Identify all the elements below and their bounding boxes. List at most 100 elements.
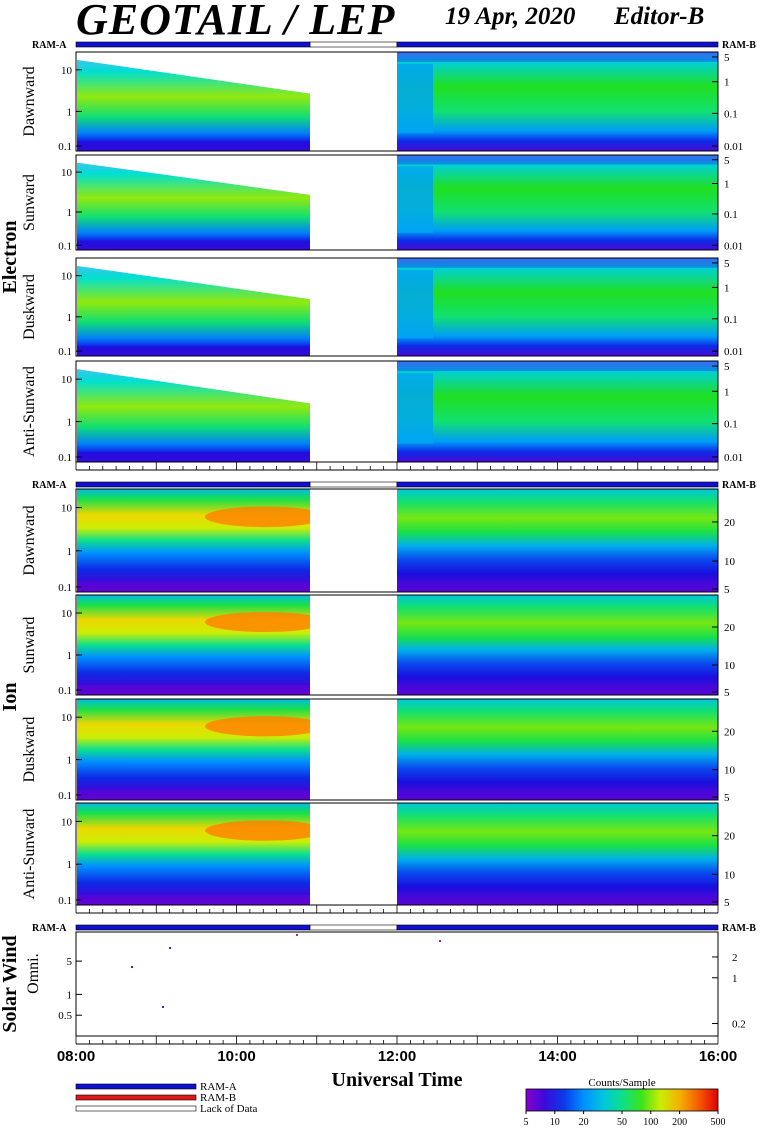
xtick-label: 12:00 xyxy=(378,1048,416,1065)
panel-ion-duskward-rtick-label: 10 xyxy=(724,765,736,777)
panel-ion-antisunward-spectrum-late xyxy=(397,803,718,905)
panel-ion-sunward-rtick-label: 20 xyxy=(724,622,736,634)
panel-ion-dawnward-spectrum-early xyxy=(77,489,311,592)
panel-electron-sunward-transition-patch xyxy=(397,166,433,233)
panel-electron-dawnward-upper-cutoff xyxy=(77,52,311,94)
group-label-solar-wind: Solar Wind xyxy=(0,935,21,1032)
mode-bar-ion-ram-a-label: RAM-A xyxy=(32,480,67,491)
panel-ion-duskward-ytick-label: 0.1 xyxy=(58,790,72,802)
panel-solar-wind-omni-point xyxy=(439,940,441,942)
panel-solar-wind-omni-point xyxy=(296,934,298,936)
panel-ion-duskward-spectrum-early xyxy=(77,699,311,800)
panel-ion-antisunward-rtick-label: 20 xyxy=(724,831,736,843)
legend-swatch xyxy=(75,1094,197,1101)
panel-electron-dawnward-label: Dawnward xyxy=(21,66,38,136)
mode-bar-electron-segment xyxy=(309,41,398,48)
panel-ion-dawnward-low-band-late xyxy=(397,581,718,592)
panel-ion-dawnward-hot-core xyxy=(205,506,326,528)
panel-ion-duskward-hot-core xyxy=(205,716,326,737)
panel-electron-duskward-upper-band xyxy=(397,258,718,268)
mode-bar-solar-wind-segment xyxy=(75,924,311,931)
panel-ion-antisunward-ytick-label: 10 xyxy=(61,816,73,828)
panel-ion-dawnward-ytick-label: 10 xyxy=(61,503,73,515)
legend-label: Lack of Data xyxy=(200,1103,258,1115)
panel-electron-antisunward-transition-patch xyxy=(397,373,433,444)
panel-ion-antisunward-rtick-label: 5 xyxy=(724,897,730,909)
panel-electron-duskward-spectrum-late xyxy=(397,258,718,356)
panel-electron-antisunward-rtick-label: 5 xyxy=(724,361,730,373)
panel-ion-sunward-ytick-label: 1 xyxy=(67,650,73,662)
panel-ion-antisunward-low-band-late xyxy=(397,894,718,905)
legend-swatch xyxy=(75,1105,197,1112)
xtick-label: 16:00 xyxy=(699,1048,737,1065)
panel-electron-sunward-ytick-label: 10 xyxy=(61,167,73,179)
panel-electron-duskward-ytick-label: 0.1 xyxy=(58,346,72,358)
panel-ion-duskward-low-band-late xyxy=(397,789,718,800)
mode-bar-solar-wind-ram-b-label: RAM-B xyxy=(722,923,756,934)
panel-electron-duskward-transition-patch xyxy=(397,269,433,339)
panel-solar-wind-omni-rtick-label: 2 xyxy=(732,952,738,964)
panel-ion-sunward-label: Sunward xyxy=(21,617,38,674)
panel-electron-duskward-rtick-label: 0.1 xyxy=(724,314,738,326)
panel-electron-dawnward-low-band xyxy=(77,141,311,151)
colorbar-title: Counts/Sample xyxy=(588,1077,655,1089)
colorbar-tick-label: 5 xyxy=(524,1117,529,1128)
mode-bar-solar-wind-ram-a-label: RAM-A xyxy=(32,923,67,934)
xtick-label: 08:00 xyxy=(57,1048,95,1065)
mode-bar-ion-ram-b-label: RAM-B xyxy=(722,480,756,491)
panel-electron-dawnward-rtick-label: 0.01 xyxy=(724,141,743,153)
panel-electron-sunward-spectrum-late xyxy=(397,155,718,250)
panel-ion-antisunward-ytick-label: 0.1 xyxy=(58,895,72,907)
panel-ion-duskward-label: Duskward xyxy=(21,717,38,783)
panel-ion-sunward-spectrum-late xyxy=(397,595,718,695)
panel-ion-dawnward-rtick-label: 20 xyxy=(724,517,736,529)
panel-solar-wind-omni-rtick-label: 1 xyxy=(732,973,738,985)
group-label-electron: Electron xyxy=(0,221,21,294)
mode-bar-electron-ram-b-label: RAM-B xyxy=(722,40,756,51)
panel-ion-duskward-spectrum-late xyxy=(397,699,718,800)
figure-editor: Editor-B xyxy=(614,3,705,30)
panel-electron-antisunward-rtick-label: 1 xyxy=(724,386,730,398)
panel-ion-antisunward-low-band xyxy=(77,894,311,905)
panel-electron-dawnward-spectrum-late xyxy=(397,52,718,151)
colorbar-tick-label: 50 xyxy=(617,1117,627,1128)
panel-electron-sunward-low-band xyxy=(77,240,311,250)
panel-electron-sunward-label: Sunward xyxy=(21,174,38,231)
panel-ion-sunward-rtick-label: 10 xyxy=(724,660,736,672)
legend-label: RAM-B xyxy=(200,1092,236,1104)
mode-bar-ion-segment xyxy=(75,481,311,488)
panel-electron-antisunward-rtick-label: 0.1 xyxy=(724,419,738,431)
colorbar-tick-label: 200 xyxy=(672,1117,687,1128)
panel-electron-duskward-rtick-label: 5 xyxy=(724,258,730,270)
panel-electron-dawnward-ytick-label: 1 xyxy=(67,106,73,118)
panel-ion-sunward-low-band-late xyxy=(397,685,718,695)
mode-bar-solar-wind-segment xyxy=(309,924,398,931)
panel-ion-dawnward-spectrum-late xyxy=(397,489,718,592)
panel-electron-sunward-upper-cutoff xyxy=(77,155,311,195)
panel-ion-duskward-rtick-label: 20 xyxy=(724,726,736,738)
mode-bar-electron-segment xyxy=(396,41,719,48)
panel-electron-dawnward-upper-band xyxy=(397,52,718,62)
panel-ion-dawnward-ytick-label: 0.1 xyxy=(58,582,72,594)
panel-solar-wind-omni-rtick-label: 0.2 xyxy=(732,1019,746,1031)
panel-electron-antisunward-label: Anti-Sunward xyxy=(21,366,38,457)
panel-ion-sunward-low-band xyxy=(77,685,311,695)
colorbar-tick-label: 100 xyxy=(643,1117,658,1128)
panel-ion-duskward-low-band xyxy=(77,789,311,800)
panel-ion-antisunward-spectrum-early xyxy=(77,803,311,905)
panel-electron-sunward-rtick-label: 0.01 xyxy=(724,240,743,252)
panel-electron-duskward-low-band xyxy=(77,346,311,356)
panel-solar-wind-omni-frame xyxy=(75,931,719,1037)
panel-electron-antisunward-rtick-label: 0.01 xyxy=(724,452,743,464)
mode-bar-solar-wind-segment xyxy=(396,924,719,931)
legend-swatch xyxy=(75,1083,197,1090)
panel-electron-duskward-ytick-label: 10 xyxy=(61,271,73,283)
x-axis-title: Universal Time xyxy=(332,1069,463,1091)
panel-solar-wind-omni-point xyxy=(131,966,133,968)
legend-label: RAM-A xyxy=(200,1081,237,1093)
xtick-label: 14:00 xyxy=(538,1048,576,1065)
figure-title: GEOTAIL / LEP xyxy=(76,0,396,44)
mode-bar-electron-segment xyxy=(75,41,311,48)
panel-ion-dawnward-rtick-label: 10 xyxy=(724,556,736,568)
panel-solar-wind-omni-ytick-label: 0.5 xyxy=(58,1010,72,1022)
